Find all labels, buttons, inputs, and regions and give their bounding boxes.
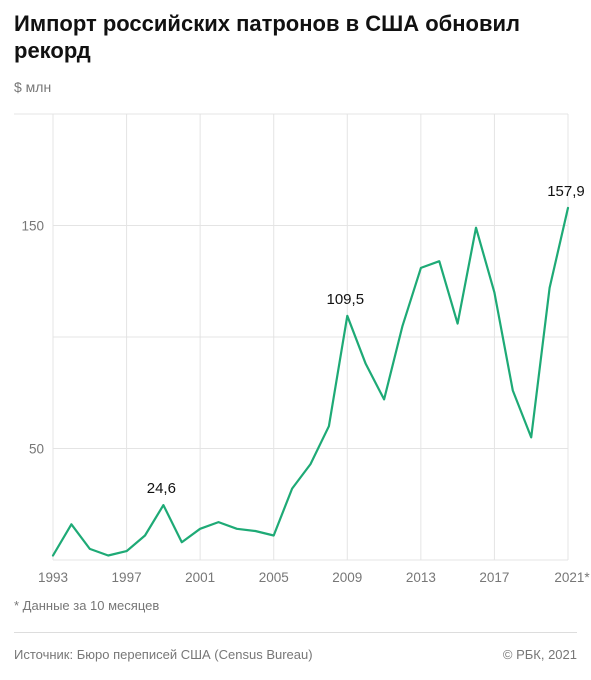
series-line xyxy=(51,206,570,557)
x-tick-label: 2005 xyxy=(259,570,289,585)
x-tick-label: 2013 xyxy=(406,570,436,585)
x-tick-label: 1993 xyxy=(38,570,68,585)
divider xyxy=(14,632,577,633)
chart-title: Импорт российских патронов в США обновил… xyxy=(14,11,521,63)
data-label: 157,9 xyxy=(547,183,585,200)
x-tick-label: 2009 xyxy=(332,570,362,585)
x-tick-label: 2001 xyxy=(185,570,215,585)
data-label: 24,6 xyxy=(147,480,176,497)
x-tick-label: 1997 xyxy=(112,570,142,585)
source-text: Источник: Бюро переписей США (Census Bur… xyxy=(14,647,313,662)
x-tick-label: 2021* xyxy=(554,570,590,585)
data-label: 109,5 xyxy=(327,291,365,308)
x-tick-label: 2017 xyxy=(479,570,509,585)
copyright-text: © РБК, 2021 xyxy=(502,647,577,662)
line-layer xyxy=(51,206,570,557)
footnote: * Данные за 10 месяцев xyxy=(14,598,160,613)
grid-layer xyxy=(14,113,569,561)
y-tick-label: 150 xyxy=(21,219,44,234)
unit-label: $ млн xyxy=(14,79,52,95)
label-layer: 50 150 1993 1997 2001 2005 2009 2013 2017 2021* 24… xyxy=(21,183,590,585)
line-chart: 50 150 1993 1997 2001 2005 2009 2013 2017 2021* 24… xyxy=(14,113,590,585)
y-tick-label: 50 xyxy=(29,442,44,457)
